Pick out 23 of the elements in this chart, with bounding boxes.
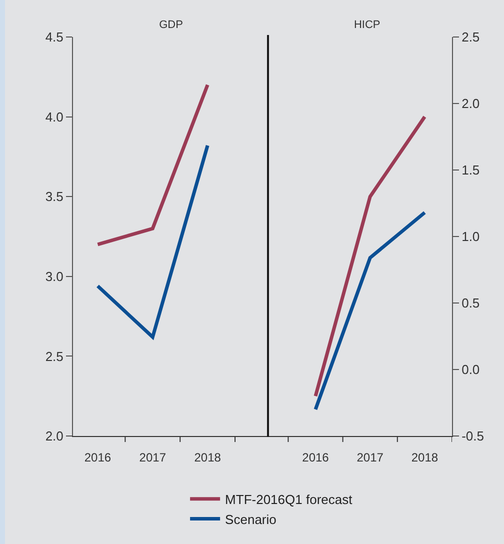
legend-label: Scenario	[225, 512, 276, 527]
x-tick-label: 2018	[194, 450, 222, 464]
y-tick-label: 0.0	[462, 362, 480, 378]
chart-title: HICP	[354, 18, 380, 31]
y-tick-label: 2.0	[45, 428, 64, 444]
y-tick-label: 3.5	[45, 189, 64, 204]
y-tick-label: 4.0	[45, 109, 64, 124]
y-tick-label: 1.5	[462, 162, 480, 178]
y-tick-label: 1.0	[462, 229, 480, 244]
legend-label: MTF-2016Q1 forecast	[225, 492, 353, 507]
y-tick-label: 2.0	[462, 96, 480, 112]
y-tick-label: 4.5	[45, 30, 64, 45]
y-tick-label: 2.5	[45, 348, 64, 364]
x-tick-label: 2016	[302, 450, 330, 464]
chart-title: GDP	[159, 18, 183, 31]
y-tick-label: 0.5	[462, 296, 480, 311]
x-tick-label: 2016	[84, 450, 112, 464]
x-tick-label: 2017	[139, 450, 166, 464]
x-tick-label: 2017	[356, 450, 384, 464]
y-tick-label: -0.5	[462, 428, 484, 444]
y-tick-label: 3.0	[45, 268, 64, 284]
y-tick-label: 2.5	[462, 30, 480, 45]
x-tick-label: 2018	[411, 450, 438, 464]
